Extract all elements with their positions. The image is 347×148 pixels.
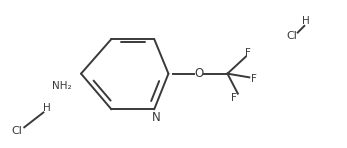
- Text: Cl: Cl: [11, 126, 22, 136]
- Text: O: O: [194, 67, 204, 80]
- Text: F: F: [245, 48, 251, 58]
- Text: H: H: [43, 103, 51, 113]
- Text: F: F: [231, 93, 237, 103]
- Text: H: H: [302, 16, 310, 26]
- Text: NH₂: NH₂: [52, 81, 72, 91]
- Text: N: N: [152, 111, 160, 124]
- Text: F: F: [251, 74, 256, 84]
- Text: Cl: Cl: [286, 31, 297, 41]
